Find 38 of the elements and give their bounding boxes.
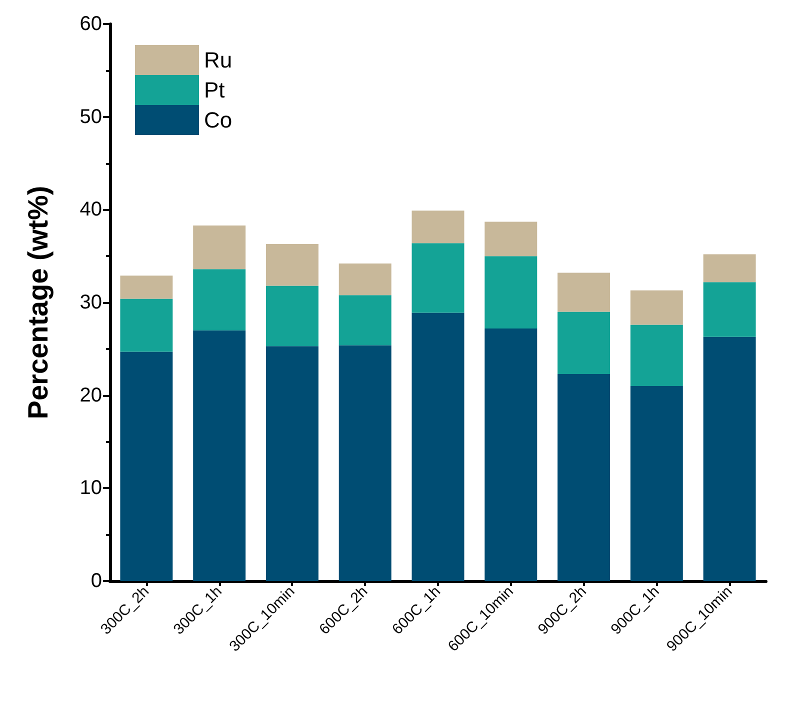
bar — [120, 276, 173, 299]
bar — [412, 312, 464, 581]
bar — [484, 328, 538, 581]
bar — [630, 290, 683, 325]
legend-label: Pt — [204, 78, 225, 102]
bar — [120, 352, 173, 581]
bar — [338, 295, 392, 346]
bar — [630, 386, 683, 581]
legend-label: Ru — [204, 48, 232, 72]
y-tick-label: 40 — [80, 198, 102, 221]
y-tick-label: 20 — [80, 384, 102, 406]
legend-label: Co — [204, 108, 232, 132]
bar — [558, 272, 610, 312]
bar — [484, 222, 538, 256]
bar — [703, 254, 756, 282]
bar — [120, 298, 173, 352]
y-tick-label: 10 — [80, 477, 102, 500]
bar — [193, 225, 246, 270]
bar — [630, 324, 683, 386]
bar — [703, 282, 756, 337]
bar — [266, 286, 318, 346]
bar — [412, 243, 464, 313]
bar — [266, 244, 318, 286]
y-tick-label: 50 — [80, 106, 102, 128]
bar — [484, 256, 538, 328]
bar — [266, 346, 318, 581]
bar — [703, 336, 756, 581]
bar — [193, 269, 246, 330]
y-axis-title: Percentage (wt%) — [22, 186, 54, 420]
bar — [412, 210, 464, 244]
bar — [338, 345, 392, 581]
bar — [338, 264, 392, 296]
bar — [558, 312, 610, 374]
y-tick-label: 0 — [90, 570, 102, 592]
bar — [193, 330, 246, 581]
y-tick-label: 30 — [80, 292, 102, 314]
bar — [558, 374, 610, 581]
y-tick-label: 60 — [80, 13, 102, 35]
